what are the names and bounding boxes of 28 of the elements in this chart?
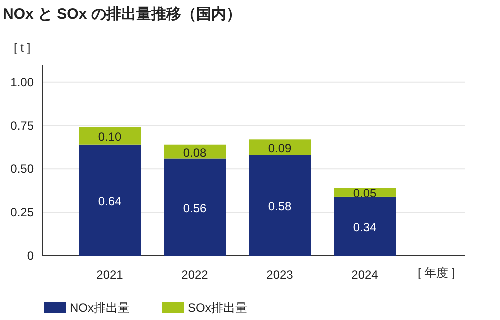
bar (79, 128, 141, 145)
bar (164, 158, 226, 256)
y-tick-label: 0 (27, 249, 34, 263)
data-label: 0.05 (353, 186, 377, 201)
legend-label: SOx排出量 (188, 301, 248, 315)
x-tick-label: 2021 (96, 268, 124, 282)
bar (249, 140, 311, 156)
x-tick-label: 2024 (352, 268, 379, 282)
data-label: 0.64 (98, 194, 122, 208)
data-label: 0.58 (268, 200, 292, 214)
legend-label: NOx排出量 (70, 301, 130, 315)
y-tick-label: 0.25 (10, 206, 34, 220)
bar (334, 196, 396, 256)
data-label: 0.09 (268, 141, 292, 156)
data-label: 0.34 (353, 220, 377, 234)
y-tick-label: 0.50 (10, 162, 34, 176)
data-label: 0.56 (183, 201, 207, 216)
x-tick-label: 2023 (266, 268, 294, 282)
x-axis-title: [ 年度 ] (418, 266, 456, 280)
y-tick-label: 1.00 (10, 75, 34, 90)
x-tick-label: 2022 (182, 268, 209, 282)
y-tick-label: 0.75 (10, 118, 34, 133)
data-label: 0.08 (183, 146, 207, 160)
chart-title: NOx と SOx の排出量推移（国内） (3, 6, 242, 23)
bar (249, 155, 311, 256)
data-label: 0.10 (98, 130, 122, 144)
y-axis-title: [ t ] (14, 41, 31, 55)
bar (79, 144, 141, 256)
